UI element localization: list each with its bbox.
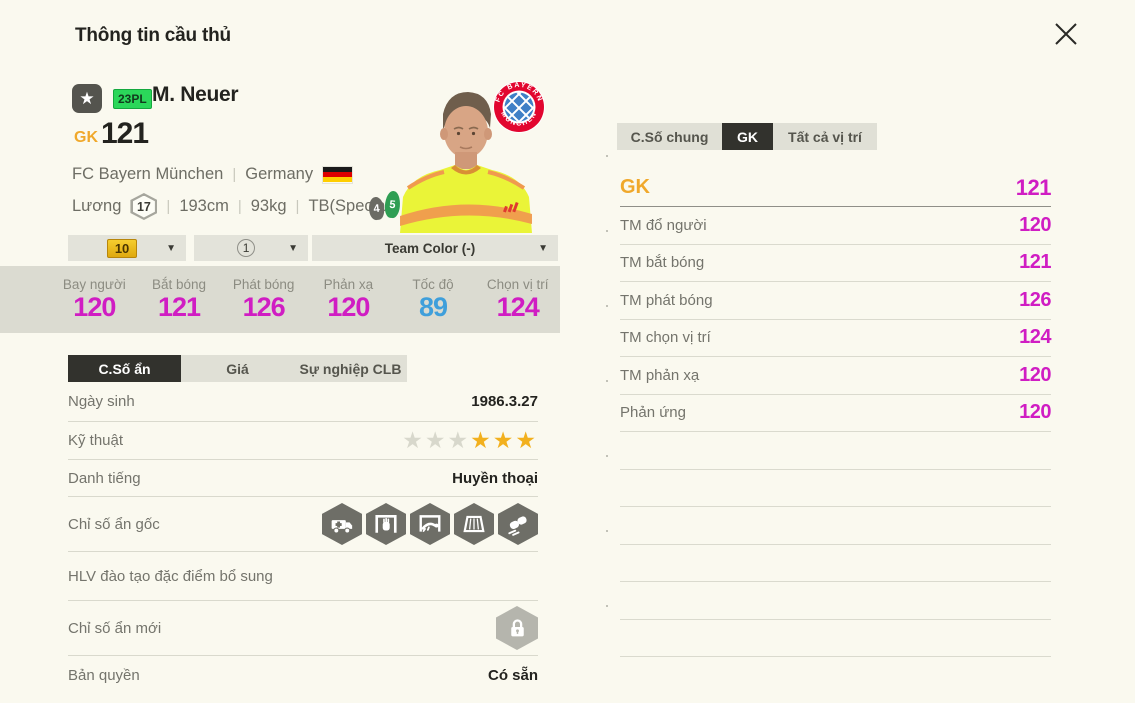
serial-dropdown[interactable]: 1 ▼ <box>194 235 308 261</box>
page-title: Thông tin cầu thủ <box>75 25 231 46</box>
height-value: 193cm <box>179 197 229 215</box>
star-icon: ★ <box>424 426 448 453</box>
empty-row <box>620 432 1051 470</box>
empty-row <box>620 620 1051 657</box>
scroll-dots <box>606 155 608 620</box>
empty-row <box>620 507 1051 545</box>
skill-stars: ★★★★★★ <box>402 426 538 453</box>
favorite-button[interactable]: ★ <box>72 84 102 113</box>
chevron-down-icon: ▼ <box>166 242 176 254</box>
row-new-hidden: Chỉ số ẩn mới <box>68 601 538 656</box>
empty-row <box>620 470 1051 507</box>
quick-stats-strip: Bay người 120 Bắt bóng 121 Phát bóng 126… <box>0 266 560 333</box>
row-license: Bản quyền Có sẵn <box>68 667 538 684</box>
player-photo <box>400 92 532 233</box>
stat-row-gk-positioning: TM chọn vị trí 124 <box>620 320 1051 357</box>
position-label: GK <box>74 129 98 146</box>
row-fame: Danh tiếng Huyền thoại <box>68 460 538 497</box>
close-button[interactable] <box>1044 12 1088 56</box>
salary-label: Lương <box>72 197 122 215</box>
row-coach-training: HLV đào tạo đặc điểm bổ sung <box>68 552 538 601</box>
stat-row-gk-kicking: TM phát bóng 126 <box>620 282 1051 320</box>
chevron-down-icon: ▼ <box>538 242 548 254</box>
row-skill: Kỹ thuật ★★★★★★ <box>68 422 538 460</box>
star-icon: ★ <box>402 426 425 453</box>
star-icon: ★ <box>470 426 493 453</box>
ambulance-icon <box>322 503 362 545</box>
salary-hex-badge: 17 <box>130 193 158 220</box>
stat-row-gk-reflexes: TM phản xạ 120 <box>620 357 1051 395</box>
stat-reflexes: Phản xạ 120 <box>323 276 374 322</box>
empty-row <box>620 582 1051 620</box>
player-name: M. Neuer <box>152 83 239 106</box>
serial-badge: 1 <box>237 239 256 257</box>
tab-hidden-stats[interactable]: C.Số ẩn <box>68 355 181 382</box>
position-stats-panel: GK 121 TM đổ người 120 TM bắt bóng 121 T… <box>620 169 1052 657</box>
star-icon: ★ <box>79 88 95 108</box>
club-nation-line: FC Bayern München | Germany <box>72 165 354 184</box>
season-badge: 23PL <box>113 89 152 110</box>
club-name: FC Bayern München <box>72 165 224 183</box>
level-dropdown[interactable]: 10 ▼ <box>68 235 186 261</box>
tab-price[interactable]: Giá <box>181 355 294 382</box>
gk-overall-row: GK 121 <box>620 169 1052 207</box>
tab-club-career[interactable]: Sự nghiệp CLB <box>294 355 407 382</box>
close-icon <box>1055 23 1077 45</box>
germany-flag-icon <box>322 165 354 184</box>
stat-kicking: Phát bóng 126 <box>232 276 295 322</box>
lock-icon <box>496 606 538 650</box>
trait-icon-group <box>322 503 538 545</box>
salary-value: 17 <box>132 195 155 218</box>
row-hidden-traits: Chỉ số ẩn gốc <box>68 497 538 552</box>
player-detail-line: Lương 17 | 193cm | 93kg | TB(Special) | <box>72 193 408 220</box>
club-crest-icon: FC BAYERN MÜNCHEN <box>493 81 545 133</box>
tab-gk-stats[interactable]: GK <box>722 123 773 150</box>
player-info-list: Ngày sinh 1986.3.27 Kỹ thuật ★★★★★★ Danh… <box>68 382 538 695</box>
level-badge: 10 <box>106 238 138 258</box>
goal-glove-icon <box>366 503 406 545</box>
team-color-dropdown[interactable]: Team Color (-) ▼ <box>312 235 558 261</box>
stat-row-gk-handling: TM bắt bóng 121 <box>620 245 1051 282</box>
diving-cat-icon <box>410 503 450 545</box>
overall-rating: 121 <box>101 117 149 150</box>
goal-net-icon <box>454 503 494 545</box>
star-icon: ★ <box>492 426 516 453</box>
kit-logo-icon <box>503 201 519 213</box>
nation-name: Germany <box>245 165 314 183</box>
stat-row-reactions: Phản ứng 120 <box>620 395 1051 432</box>
star-icon: ★ <box>447 426 471 453</box>
punch-gloves-icon <box>498 503 538 545</box>
stat-positioning: Chọn vị trí 124 <box>486 276 549 322</box>
stat-handling: Bắt bóng 121 <box>151 276 207 322</box>
row-birthdate: Ngày sinh 1986.3.27 <box>68 382 538 422</box>
tab-all-positions[interactable]: Tất cả vị trí <box>773 123 877 150</box>
weight-value: 93kg <box>250 197 287 215</box>
stat-speed: Tốc độ 89 <box>412 276 454 322</box>
tab-general-stats[interactable]: C.Số chung <box>617 123 722 150</box>
empty-row <box>620 545 1051 582</box>
stat-diving: Bay người 120 <box>62 276 126 322</box>
stat-row-gk-diving: TM đổ người 120 <box>620 207 1051 245</box>
star-icon: ★ <box>515 426 538 453</box>
chevron-down-icon: ▼ <box>288 242 298 254</box>
